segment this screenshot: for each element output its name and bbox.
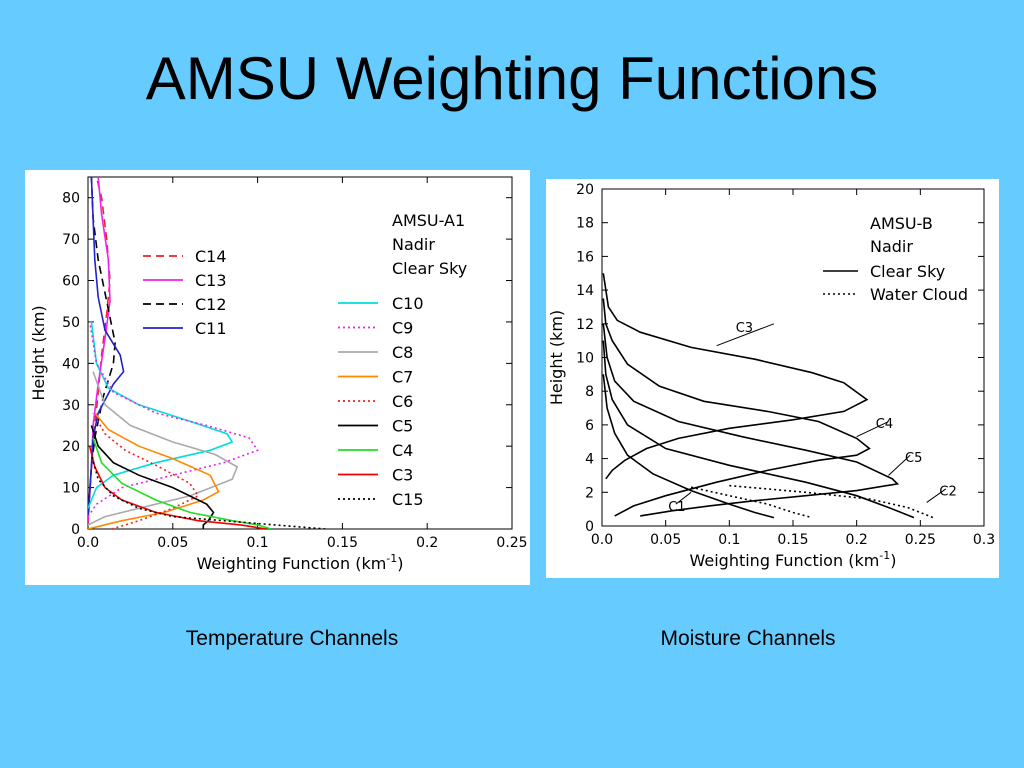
series-line-c5 bbox=[602, 323, 900, 517]
moisture-weighting-chart: 0.0 0.05 0.1 0.15 0.2 0.25 0.3 0 2 4 6 8 10 12 14 16 18 2… bbox=[547, 182, 995, 570]
annotation-line: Nadir bbox=[392, 235, 435, 254]
annotation-line: AMSU-A1 bbox=[392, 211, 465, 230]
legend-label-c8: C8 bbox=[392, 343, 413, 362]
series-line-c7 bbox=[88, 412, 220, 529]
annotation-line: AMSU-B bbox=[870, 214, 933, 233]
legend-label-c9: C9 bbox=[392, 319, 413, 338]
legend-label-c5: C5 bbox=[392, 417, 413, 436]
slide-title: AMSU Weighting Functions bbox=[145, 45, 879, 112]
legend-label-c6: C6 bbox=[392, 392, 413, 411]
series-line-c3 bbox=[602, 273, 869, 480]
y-tick-label: 60 bbox=[62, 274, 80, 290]
x-tick-label: 0.1 bbox=[718, 532, 740, 548]
series-line-c9 bbox=[88, 321, 259, 518]
y-tick-label: 8 bbox=[585, 384, 594, 400]
series-line-c8 bbox=[88, 371, 239, 526]
y-tick-label: 16 bbox=[576, 249, 594, 265]
x-tick-label: 0.25 bbox=[905, 532, 936, 548]
legend-label-c15: C15 bbox=[392, 490, 424, 509]
y-tick-label: 6 bbox=[585, 418, 594, 434]
series-line-c3 bbox=[88, 446, 267, 529]
x-tick-label: 0.2 bbox=[416, 535, 438, 551]
legend-label-c11: C11 bbox=[195, 319, 227, 338]
y-tick-label: 50 bbox=[62, 315, 80, 331]
series-line-c10 bbox=[88, 321, 234, 509]
annotation-line: Nadir bbox=[870, 237, 913, 256]
x-axis-label: Weighting Function (km-1) bbox=[196, 552, 403, 573]
plot-frame bbox=[601, 188, 985, 527]
x-tick-label: 0.2 bbox=[846, 532, 868, 548]
series-line-c4 bbox=[602, 298, 871, 517]
x-tick-label: 0.3 bbox=[973, 532, 995, 548]
y-tick-label: 14 bbox=[576, 283, 594, 299]
legend-label-c13: C13 bbox=[195, 271, 227, 290]
x-tick-label: 0.15 bbox=[327, 535, 358, 551]
series-line-c1-cloud bbox=[690, 486, 813, 519]
y-tick-label: 10 bbox=[62, 481, 80, 497]
curve-leader-line bbox=[716, 323, 775, 347]
x-tick-label: 0.05 bbox=[650, 532, 681, 548]
y-axis-label: Height (km) bbox=[547, 310, 566, 405]
curve-leader-line bbox=[888, 454, 911, 476]
y-tick-label: 18 bbox=[576, 216, 594, 232]
caption-moisture: Moisture Channels bbox=[660, 627, 836, 650]
y-tick-label: 12 bbox=[576, 317, 594, 333]
caption-temperature: Temperature Channels bbox=[185, 627, 399, 650]
moisture-chart-panel: 0.0 0.05 0.1 0.15 0.2 0.25 0.3 0 2 4 6 8 10 12 14 16 18 2… bbox=[546, 179, 999, 578]
series-line-c4 bbox=[92, 437, 272, 529]
x-tick-label: 0.05 bbox=[157, 535, 188, 551]
x-axis-label: Weighting Function (km-1) bbox=[689, 549, 896, 570]
y-tick-label: 0 bbox=[71, 522, 80, 538]
series-line-c2 bbox=[602, 340, 915, 519]
curve-leader-line bbox=[675, 491, 692, 505]
y-tick-label: 20 bbox=[62, 439, 80, 455]
x-tick-label: 0.25 bbox=[496, 535, 527, 551]
curve-leader-line bbox=[856, 421, 889, 438]
y-tick-label: 4 bbox=[585, 452, 594, 468]
y-axis-label: Height (km) bbox=[29, 305, 48, 400]
curve-leader-line bbox=[926, 488, 947, 503]
series-line-c5 bbox=[90, 425, 215, 529]
legend-label-c4: C4 bbox=[392, 441, 413, 460]
curve-label-c3: C3 bbox=[736, 321, 753, 336]
y-tick-label: 40 bbox=[62, 356, 80, 372]
y-tick-label: 10 bbox=[576, 351, 594, 367]
y-tick-label: 80 bbox=[62, 191, 80, 207]
legend-label-water-cloud: Water Cloud bbox=[870, 285, 968, 304]
legend-label-c12: C12 bbox=[195, 295, 227, 314]
series-line-c15 bbox=[90, 454, 326, 529]
x-tick-label: 0.1 bbox=[246, 535, 268, 551]
x-tick-label: 0.15 bbox=[777, 532, 808, 548]
legend-label-c10: C10 bbox=[392, 294, 424, 313]
curve-label-c2: C2 bbox=[939, 485, 956, 500]
legend-label-c7: C7 bbox=[392, 368, 413, 387]
series-line-c1 bbox=[602, 374, 775, 519]
curve-label-c4: C4 bbox=[876, 417, 893, 432]
temperature-weighting-chart: 0.0 0.05 0.1 0.15 0.2 0.25 0 10 20 30 40 50 60 70 80 We… bbox=[29, 176, 528, 573]
plot-frame bbox=[87, 176, 513, 530]
series-line-c6 bbox=[92, 412, 200, 529]
temperature-chart-panel: 0.0 0.05 0.1 0.15 0.2 0.25 0 10 20 30 40 50 60 70 80 We… bbox=[25, 170, 530, 585]
curve-label-c1: C1 bbox=[668, 500, 685, 515]
legend-label-c14: C14 bbox=[195, 247, 227, 266]
legend-label-c3: C3 bbox=[392, 466, 413, 485]
y-tick-label: 70 bbox=[62, 232, 80, 248]
legend-label-clear-sky: Clear Sky bbox=[870, 262, 945, 281]
series-line-c2-cloud bbox=[729, 484, 934, 519]
x-tick-label: 0.0 bbox=[77, 535, 99, 551]
y-tick-label: 2 bbox=[585, 485, 594, 501]
series-line-c11 bbox=[88, 177, 125, 517]
y-tick-label: 0 bbox=[585, 519, 594, 535]
x-tick-label: 0.0 bbox=[591, 532, 613, 548]
y-tick-label: 20 bbox=[576, 182, 594, 198]
curve-label-c5: C5 bbox=[905, 451, 922, 466]
y-tick-label: 30 bbox=[62, 398, 80, 414]
annotation-line: Clear Sky bbox=[392, 259, 467, 278]
